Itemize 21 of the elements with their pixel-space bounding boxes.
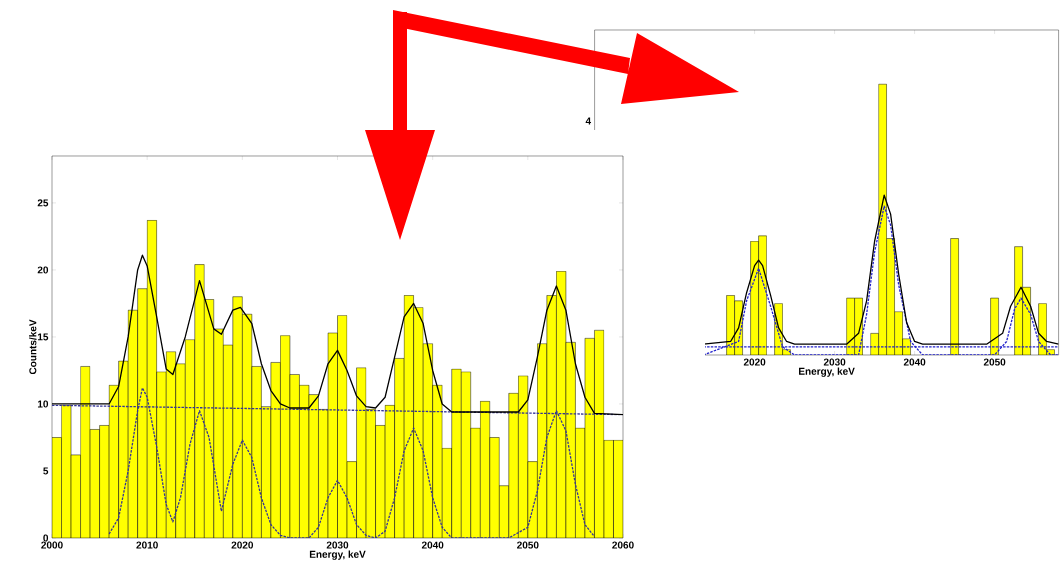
x-tick-label: 2050 bbox=[983, 358, 1006, 366]
x-tick-label: 2020 bbox=[743, 358, 766, 366]
x-axis-title: Energy, keV bbox=[799, 367, 855, 377]
y-tick-label: 0 bbox=[43, 534, 49, 542]
x-tick-label: 2030 bbox=[823, 358, 846, 366]
y-axis-title: Counts/keV bbox=[29, 319, 37, 375]
x-tick-label: 2060 bbox=[612, 541, 634, 549]
y-tick-label: 10 bbox=[37, 400, 49, 408]
y-tick-label: 25 bbox=[37, 199, 49, 207]
y-tick-label: 15 bbox=[37, 333, 49, 341]
x-tick-label: 2010 bbox=[136, 541, 158, 549]
y-tick-label: 20 bbox=[37, 266, 49, 274]
x-tick-label: 2000 bbox=[41, 541, 63, 549]
x-tick-label: 2030 bbox=[326, 541, 349, 549]
x-tick-label: 2020 bbox=[231, 541, 254, 549]
x-axis-title: Energy, keV bbox=[309, 550, 366, 560]
x-tick-label: 2040 bbox=[903, 358, 926, 366]
x-tick-label: 2040 bbox=[421, 541, 444, 549]
y-tick-label: 5 bbox=[43, 467, 49, 475]
x-tick-label: 2050 bbox=[517, 541, 539, 549]
text: 4 bbox=[585, 117, 592, 125]
